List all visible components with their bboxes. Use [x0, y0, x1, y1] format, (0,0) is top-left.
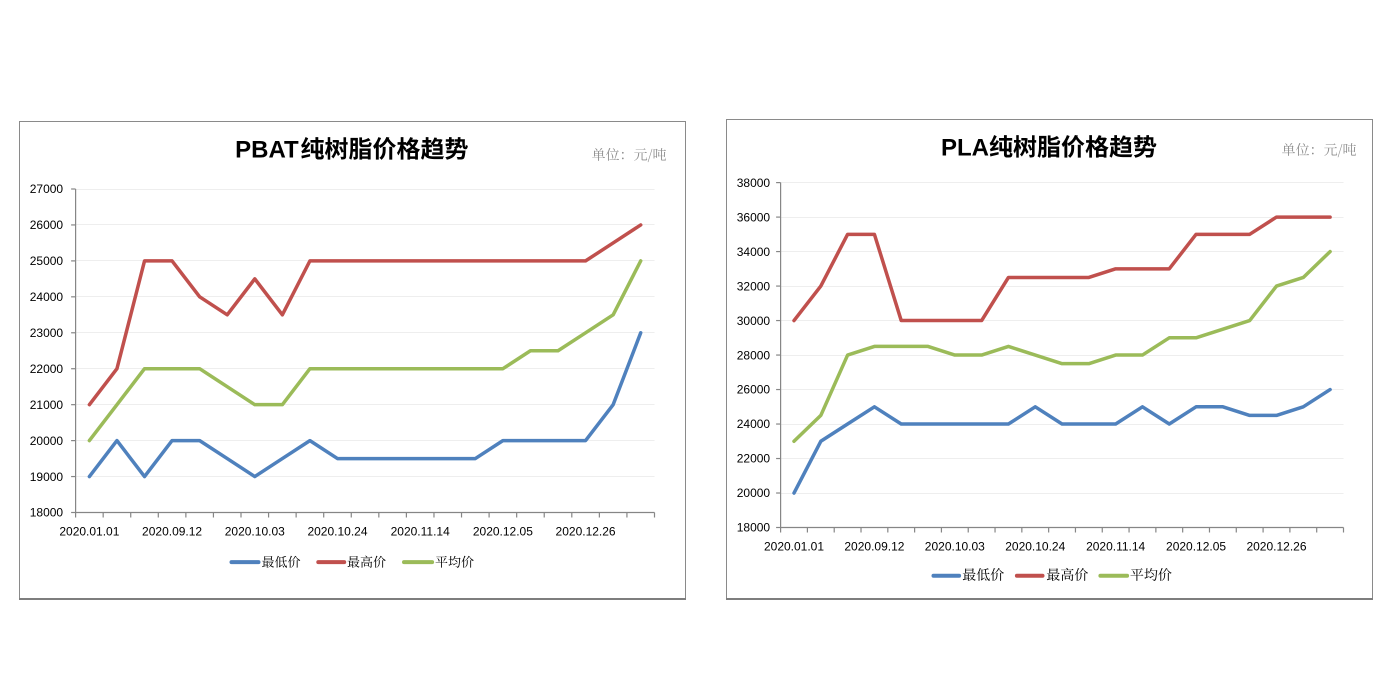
svg-text:2020.01.01: 2020.01.01 — [59, 525, 119, 539]
svg-text:19000: 19000 — [30, 470, 64, 484]
svg-text:2020.10.03: 2020.10.03 — [925, 540, 985, 554]
svg-text:38000: 38000 — [737, 176, 771, 190]
svg-text:26000: 26000 — [30, 218, 64, 232]
svg-text:30000: 30000 — [737, 314, 771, 328]
svg-text:2020.10.24: 2020.10.24 — [307, 525, 367, 539]
svg-text:23000: 23000 — [30, 326, 64, 340]
svg-text:2020.11.14: 2020.11.14 — [391, 525, 450, 539]
svg-text:34000: 34000 — [737, 245, 771, 259]
svg-text:2020.01.01: 2020.01.01 — [764, 540, 824, 554]
svg-text:36000: 36000 — [737, 210, 771, 224]
svg-text:32000: 32000 — [737, 279, 771, 293]
svg-text:2020.09.12: 2020.09.12 — [844, 540, 904, 554]
svg-text:2020.11.14: 2020.11.14 — [1086, 540, 1145, 554]
svg-text:22000: 22000 — [737, 452, 771, 466]
svg-text:2020.12.05: 2020.12.05 — [473, 525, 533, 539]
svg-text:PLA: PLA — [941, 135, 989, 162]
svg-text:2020.12.26: 2020.12.26 — [556, 525, 616, 539]
svg-text:28000: 28000 — [737, 348, 771, 362]
svg-text:26000: 26000 — [737, 383, 771, 397]
svg-text:20000: 20000 — [30, 434, 64, 448]
svg-text:20000: 20000 — [737, 486, 771, 500]
svg-text:PBAT: PBAT — [235, 137, 299, 164]
svg-text:27000: 27000 — [30, 182, 64, 196]
svg-text:2020.10.03: 2020.10.03 — [225, 525, 285, 539]
svg-text:18000: 18000 — [30, 506, 64, 520]
svg-text:2020.09.12: 2020.09.12 — [142, 525, 202, 539]
svg-text:22000: 22000 — [30, 362, 64, 376]
svg-text:18000: 18000 — [737, 521, 771, 535]
svg-text:2020.12.26: 2020.12.26 — [1246, 540, 1306, 554]
svg-text:21000: 21000 — [30, 398, 64, 412]
svg-text:24000: 24000 — [30, 290, 64, 304]
svg-text:2020.12.05: 2020.12.05 — [1166, 540, 1226, 554]
svg-text:25000: 25000 — [30, 254, 64, 268]
svg-text:2020.10.24: 2020.10.24 — [1005, 540, 1065, 554]
svg-text:24000: 24000 — [737, 417, 771, 431]
